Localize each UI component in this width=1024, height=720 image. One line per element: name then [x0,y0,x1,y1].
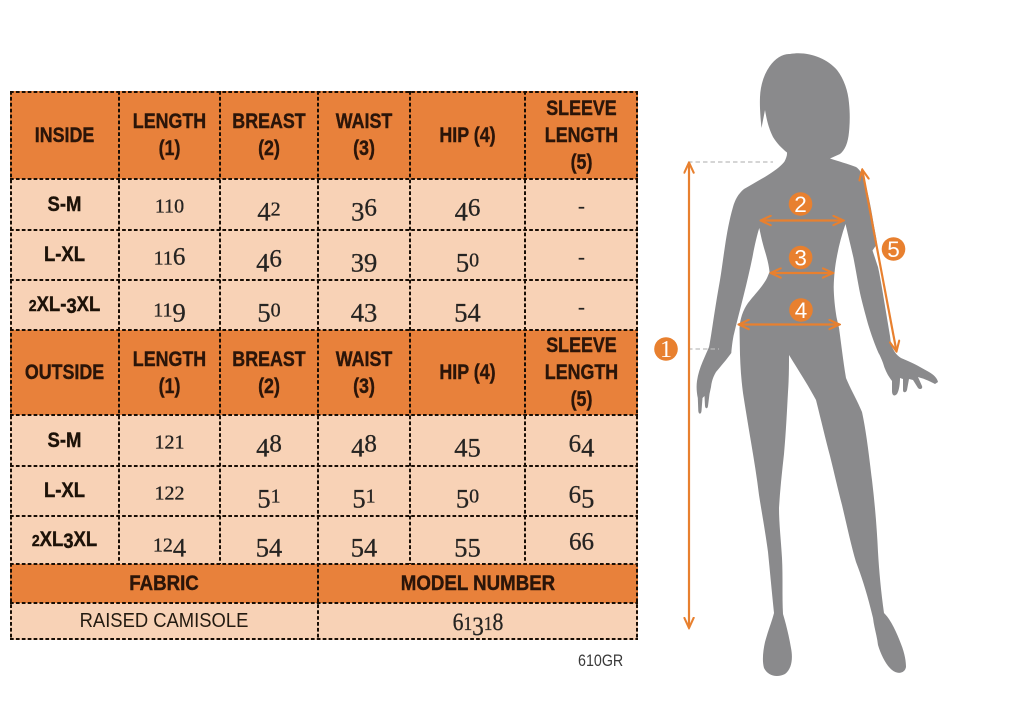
svg-text:2: 2 [794,192,807,217]
svg-text:3: 3 [794,246,807,271]
svg-text:5: 5 [887,237,900,262]
svg-text:4: 4 [795,298,808,323]
svg-text:1: 1 [660,337,672,363]
